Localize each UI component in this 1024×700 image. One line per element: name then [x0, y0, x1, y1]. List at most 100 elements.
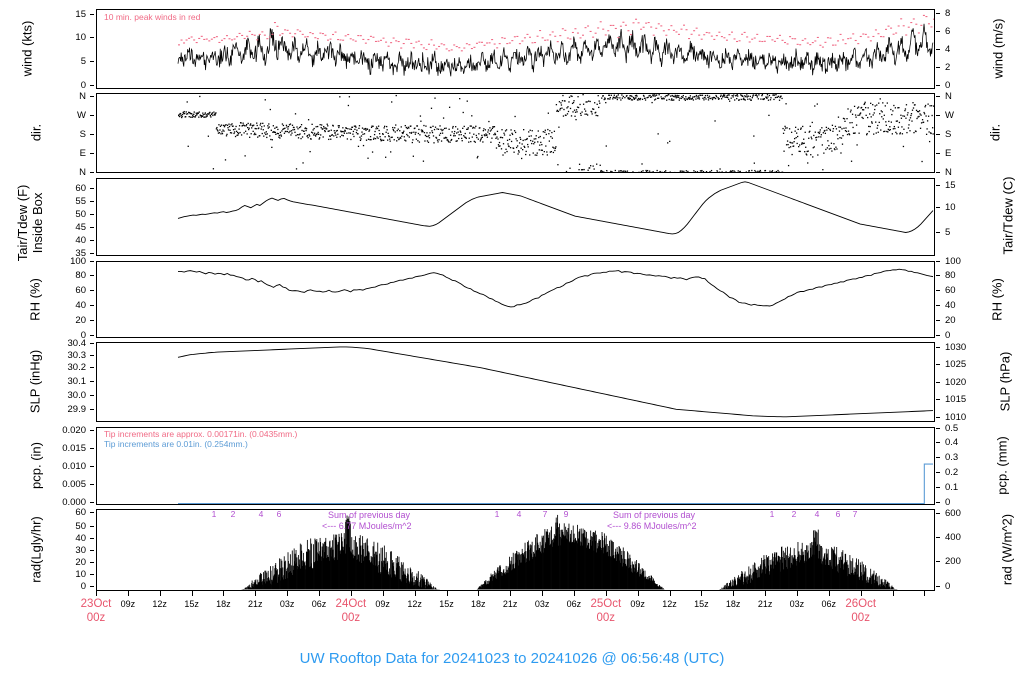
tick-temp-l-0: 35: [75, 248, 86, 259]
rad-day-number: 6: [276, 509, 282, 519]
tick-slp-r-3: 1025: [945, 359, 967, 370]
tick-rh-l-0: 0: [80, 330, 86, 341]
rad-day-number: 4: [258, 509, 264, 519]
rad-sum-label-2: Sum of previous day: [613, 510, 696, 520]
wind-plot-area: [177, 14, 934, 77]
tick-pcp-r-3: 0.3: [945, 452, 959, 463]
x-axis-hour-label: 03z: [279, 599, 295, 609]
tick-temp-l-2: 45: [75, 222, 86, 233]
x-tick: [96, 591, 97, 596]
tick-dir-l-4: N: [79, 91, 86, 102]
x-tick: [478, 591, 480, 596]
x-axis-hour-label: 12z: [152, 599, 167, 609]
tick-rh-r-5: 100: [945, 256, 961, 267]
tick-wind-l-2: 10: [75, 32, 86, 43]
panel-temp-right-axis-label: Tair/Tdew (C): [1000, 176, 1016, 255]
rad-sum-label-1: Sum of previous day: [328, 510, 411, 520]
temp-plot-area: [177, 181, 934, 235]
tick-pcp-l-3: 0.015: [62, 443, 86, 454]
panel-rh-right-axis-label: RH (%): [989, 278, 1005, 321]
x-axis-day-name: 26Oct: [845, 598, 877, 610]
dir-plot-area: [178, 94, 934, 172]
wind-peak-note: 10 min. peak winds in red: [104, 12, 201, 22]
tick-slp-r-1: 1015: [945, 394, 967, 405]
x-tick: [510, 591, 512, 596]
tick-dir-r-2: S: [945, 129, 952, 140]
rad-plot-area: [241, 514, 898, 590]
rad-sum-value-1: <--- 6.77 MJoules/m^2: [322, 521, 412, 531]
tick-dir-r-1: E: [945, 148, 952, 159]
tick-pcp-l-1: 0.005: [62, 479, 86, 490]
x-tick: [701, 591, 703, 596]
tick-rad-r-1: 200: [945, 556, 961, 567]
tick-temp-l-3: 50: [75, 209, 86, 220]
x-axis-hour-label: 06z: [821, 599, 837, 609]
tick-temp-r-0: 5: [945, 227, 951, 238]
x-axis-hour-label: 21z: [757, 599, 773, 609]
tick-rh-r-4: 80: [945, 270, 956, 281]
rad-sum-value-2: <--- 9.86 MJoules/m^2: [607, 521, 697, 531]
tick-wind-r-1: 2: [945, 62, 951, 73]
tick-temp-r-2: 15: [945, 180, 956, 191]
tick-rad-l-4: 40: [75, 533, 86, 544]
x-axis-hour-label: 12z: [662, 599, 677, 609]
x-axis-day-hour: 00z: [851, 612, 870, 625]
tick-pcp-l-0: 0.000: [62, 497, 86, 508]
tick-wind-r-4: 8: [945, 8, 951, 19]
panel-wind-left-axis-label: wind (kts): [19, 20, 35, 77]
x-tick: [573, 591, 575, 596]
pcp-plot-area: [178, 463, 933, 504]
tick-slp-r-4: 1030: [945, 342, 967, 353]
x-axis-hour-label: 21z: [502, 599, 518, 609]
panel-wind-right-axis-label: wind (m/s): [990, 18, 1006, 79]
tick-pcp-r-5: 0.5: [945, 423, 959, 434]
tick-pcp-r-4: 0.4: [945, 437, 959, 448]
panel-temp-frame: [96, 178, 935, 256]
x-axis-hour-label: 09z: [630, 599, 645, 609]
panel-rad-left-axis-label: rad(Lgly/hr): [28, 516, 44, 583]
x-axis-day-label: 26Oct 00z: [829, 597, 893, 626]
x-axis-day-label: 25Oct 00z: [574, 597, 638, 626]
tick-rad-l-5: 50: [75, 521, 86, 532]
x-axis-hour-label: 06z: [311, 599, 327, 609]
tick-rh-r-3: 60: [945, 285, 956, 296]
x-axis-hour-label: 18z: [216, 599, 231, 609]
tick-rad-r-0: 0: [945, 581, 951, 592]
x-axis-day-hour: 00z: [341, 612, 361, 625]
x-tick: [446, 591, 448, 596]
pcp-tip-note-blue: Tip increments are 0.01in. (0.254mm.): [104, 439, 248, 449]
x-tick: [382, 591, 384, 596]
tick-dir-l-3: W: [77, 110, 86, 121]
tick-dir-r-4: N: [945, 91, 952, 102]
x-axis-hour-label: 09z: [120, 599, 136, 609]
x-axis-day-label: 23Oct 00z: [64, 597, 128, 626]
x-axis-day-hour: 00z: [596, 612, 616, 625]
x-tick: [542, 591, 544, 596]
x-axis-hour-label: 18z: [471, 599, 486, 609]
tick-temp-r-1: 10: [945, 202, 956, 213]
rad-day-number: 9: [563, 509, 569, 519]
rad-day-number: 7: [852, 509, 858, 519]
pcp-tip-note-red: Tip increments are approx. 0.00171in. (0…: [104, 429, 298, 439]
tick-wind-r-2: 4: [945, 44, 951, 55]
panel-slp-frame: [96, 342, 935, 422]
tick-rh-l-1: 20: [75, 315, 86, 326]
x-axis-day-label: 24Oct 00z: [319, 597, 383, 626]
x-tick: [414, 591, 416, 596]
tick-slp-l-1: 30.0: [67, 390, 87, 401]
tick-slp-l-4: 30.3: [67, 350, 87, 361]
panel-pcp-frame: [96, 427, 935, 505]
tick-rh-l-3: 60: [75, 285, 86, 296]
tick-rh-l-5: 100: [70, 256, 86, 267]
x-tick: [796, 591, 798, 596]
tick-pcp-r-0: 0: [945, 497, 951, 508]
x-tick: [319, 591, 320, 596]
x-axis-day-name: 24Oct: [335, 598, 367, 610]
tick-temp-l-4: 55: [75, 196, 86, 207]
rad-day-number: 6: [835, 509, 841, 519]
rad-day-number: 1: [211, 509, 217, 519]
tick-slp-r-2: 1020: [945, 377, 967, 388]
x-tick: [255, 591, 257, 596]
x-tick: [924, 591, 926, 596]
tick-wind-r-0: 0: [945, 80, 951, 91]
